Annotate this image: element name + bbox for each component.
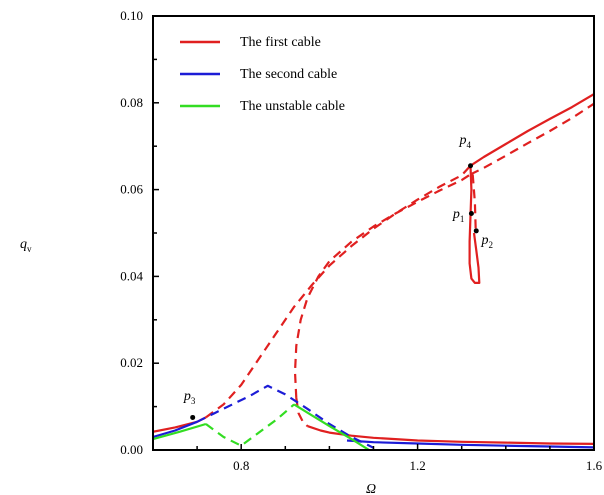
point-label: p1 (452, 207, 465, 224)
series-line-9 (153, 420, 198, 439)
legend-label: The second cable (240, 67, 337, 82)
y-tick-label: 0.08 (120, 95, 143, 110)
x-tick-label: 1.2 (409, 458, 425, 473)
point-label-main: p (458, 133, 466, 148)
legend-label: The first cable (240, 35, 321, 50)
y-axis-label-main: q (20, 237, 27, 252)
point-label: p2 (481, 233, 494, 250)
plot-frame (152, 15, 595, 451)
point-label-main: p (183, 389, 191, 404)
series-line-7 (471, 174, 477, 234)
series-line-4 (469, 93, 594, 167)
point-label-sub: 1 (460, 214, 465, 224)
series-line-8 (307, 425, 594, 445)
point-label: p4 (458, 133, 471, 150)
point-marker (468, 210, 474, 216)
point-marker (473, 228, 479, 234)
x-tick-label: 1.6 (586, 458, 603, 473)
series-line-13 (205, 403, 295, 447)
y-tick-label: 0.02 (120, 355, 143, 370)
y-tick-label: 0.10 (120, 8, 143, 23)
legend-label: The unstable cable (240, 99, 345, 114)
y-tick-label: 0.04 (120, 268, 143, 283)
series-layer (153, 93, 594, 450)
y-axis-label: qv (20, 237, 32, 254)
x-tick-label: 0.8 (233, 458, 249, 473)
series-line-14 (293, 403, 370, 450)
x-axis-label: Ω (366, 482, 376, 495)
y-tick-label: 0.00 (120, 442, 143, 457)
point-label-sub: 2 (489, 240, 494, 250)
series-line-2 (293, 173, 472, 398)
series-line-12 (153, 422, 207, 441)
legend: The first cable The second cable The unsta… (180, 35, 345, 114)
series-line-6 (468, 165, 481, 284)
point-label: p3 (183, 389, 196, 406)
y-axis-label-sub: v (27, 244, 32, 254)
point-label-sub: 4 (466, 140, 471, 150)
axis-ticks: 0.00 0.02 0.04 0.06 0.08 0.10 0.8 1.2 1.6 (120, 8, 602, 473)
series-line-5 (470, 102, 594, 176)
point-marker (190, 414, 196, 420)
point-label-sub: 3 (191, 396, 196, 406)
point-label-main: p (452, 207, 460, 222)
series-line-10 (196, 384, 374, 449)
series-line-1 (205, 164, 472, 419)
y-tick-label: 0.06 (120, 182, 143, 197)
point-marker (468, 163, 474, 169)
point-label-main: p (481, 233, 489, 248)
